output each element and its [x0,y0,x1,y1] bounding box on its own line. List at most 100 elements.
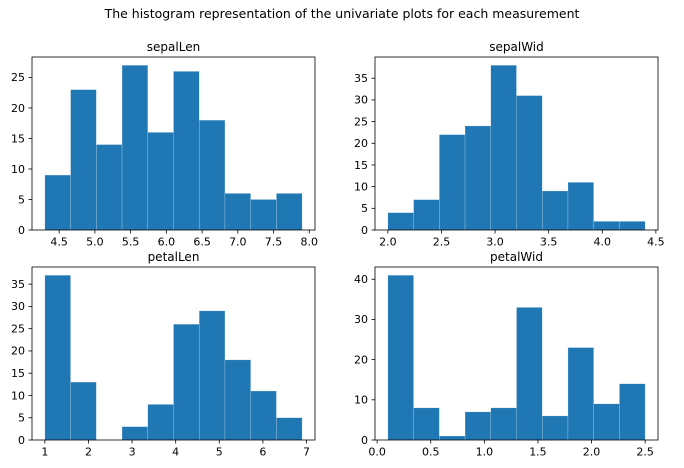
histogram-bar [387,212,414,231]
y-tick-label: 25 [354,115,368,128]
x-tick-label: 5.0 [86,236,104,249]
y-tick-label: 30 [11,300,25,313]
histogram-bar [96,144,123,231]
x-tick-label: 1.0 [476,446,494,459]
x-tick-label: 4.5 [50,236,68,249]
y-tick-label: 10 [11,389,25,402]
histogram-bar [593,221,620,231]
axes-title-petal-length: petalLen [147,250,200,264]
x-tick-label: 5.5 [122,236,140,249]
y-tick-label: 30 [354,313,368,326]
histogram-bar [619,221,646,231]
y-tick-label: 20 [11,345,25,358]
y-tick-label: 0 [361,434,368,447]
x-tick-label: 2.0 [583,446,601,459]
subplot-sepal-length: sepalLen [32,40,315,55]
histogram-bar [593,403,620,441]
histogram-bar [490,407,517,441]
x-tick-label: 2.5 [433,236,451,249]
y-tick-label: 10 [354,394,368,407]
histogram-bar [567,182,594,231]
y-tick-label: 20 [354,353,368,366]
histogram-bar [516,95,543,231]
histogram-bar [147,132,174,231]
y-tick-label: 0 [18,224,25,237]
x-tick-label: 4 [172,446,179,459]
axes-title-petal-width: petalWid [490,250,543,264]
histogram-bar [276,417,303,441]
histogram-bar [70,89,97,231]
x-tick-label: 2.0 [379,236,397,249]
y-tick-label: 15 [354,159,368,172]
histogram-bar [224,193,251,231]
histogram-bar [121,64,149,231]
subplot-petal-length: petalLen [32,250,315,265]
y-tick-label: 15 [11,132,25,145]
histogram-bar [439,435,466,441]
x-tick-label: 1.5 [529,446,547,459]
x-tick-label: 6.5 [193,236,211,249]
y-tick-label: 25 [11,322,25,335]
histogram-bar [147,404,174,441]
figure-suptitle: The histogram representation of the univ… [104,6,580,21]
x-tick-label: 7.5 [265,236,283,249]
y-tick-label: 0 [18,434,25,447]
histogram-bar [413,199,440,231]
subplot-petal-width: petalWid [375,250,658,265]
y-tick-label: 35 [11,278,25,291]
y-tick-label: 20 [354,137,368,150]
y-tick-label: 5 [18,412,25,425]
histogram-bar [490,64,517,231]
x-tick-label: 6.0 [158,236,176,249]
y-tick-label: 40 [354,273,368,286]
y-tick-label: 5 [18,193,25,206]
y-tick-label: 25 [11,71,25,84]
x-tick-label: 3.5 [540,236,558,249]
y-tick-label: 20 [11,102,25,115]
histogram-bar [619,383,646,441]
y-tick-label: 10 [11,163,25,176]
histogram-bar [121,426,149,441]
histogram-bar [70,381,97,441]
histogram-bar [413,407,440,441]
y-tick-label: 0 [361,224,368,237]
x-tick-label: 0.0 [368,446,386,459]
histogram-bar [173,323,200,441]
x-tick-label: 8.0 [301,236,319,249]
histogram-bar [439,134,466,231]
x-tick-label: 3.0 [486,236,504,249]
x-tick-label: 6 [259,446,266,459]
axes-spines [31,56,316,231]
histogram-bar [516,307,543,441]
histogram-bar [198,119,226,231]
histogram-bar [250,390,277,441]
histogram-bar [464,125,492,231]
histogram-bar [541,415,569,441]
histogram-bar [567,347,594,441]
y-tick-label: 15 [11,367,25,380]
y-tick-label: 5 [361,202,368,215]
x-tick-label: 4.5 [647,236,665,249]
axes-title-sepal-length: sepalLen [146,40,201,54]
axes-spines [31,266,316,441]
histogram-bar [464,411,492,441]
histogram-bar [387,274,414,441]
histogram-bar [198,310,226,441]
x-tick-label: 2.5 [636,446,654,459]
subplot-sepal-width: sepalWid [375,40,658,55]
histogram-bar [541,190,569,231]
x-tick-label: 1 [41,446,48,459]
histogram-bar [224,359,251,441]
y-tick-label: 30 [354,94,368,107]
x-tick-label: 2 [85,446,92,459]
histogram-bar [276,193,303,231]
histogram-bar [250,199,277,231]
x-tick-label: 7.0 [229,236,247,249]
axes-title-sepal-width: sepalWid [489,40,544,54]
histogram-bar [44,274,71,441]
x-tick-label: 0.5 [422,446,440,459]
x-tick-label: 3 [129,446,136,459]
histogram-bar [173,71,200,231]
